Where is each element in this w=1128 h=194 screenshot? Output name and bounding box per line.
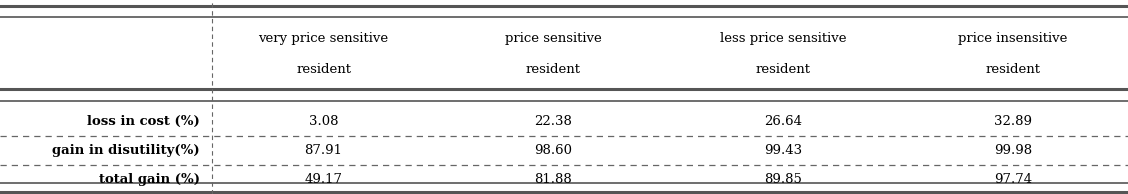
Text: 97.74: 97.74 [994,173,1032,186]
Text: very price sensitive: very price sensitive [258,32,389,45]
Text: 49.17: 49.17 [305,173,343,186]
Text: 87.91: 87.91 [305,144,343,157]
Text: less price sensitive: less price sensitive [720,32,846,45]
Text: 99.98: 99.98 [994,144,1032,157]
Text: 99.43: 99.43 [764,144,802,157]
Text: price sensitive: price sensitive [505,32,602,45]
Text: loss in cost (%): loss in cost (%) [87,115,200,128]
Text: resident: resident [756,63,811,76]
Text: gain in disutility(%): gain in disutility(%) [52,144,200,157]
Text: 89.85: 89.85 [765,173,802,186]
Text: resident: resident [296,63,351,76]
Text: 22.38: 22.38 [535,115,572,128]
Text: 81.88: 81.88 [535,173,572,186]
Text: 98.60: 98.60 [535,144,572,157]
Text: 3.08: 3.08 [309,115,338,128]
Text: 32.89: 32.89 [994,115,1032,128]
Text: price insensitive: price insensitive [959,32,1068,45]
Text: 26.64: 26.64 [765,115,802,128]
Text: total gain (%): total gain (%) [98,173,200,186]
Text: resident: resident [526,63,581,76]
Text: resident: resident [986,63,1041,76]
